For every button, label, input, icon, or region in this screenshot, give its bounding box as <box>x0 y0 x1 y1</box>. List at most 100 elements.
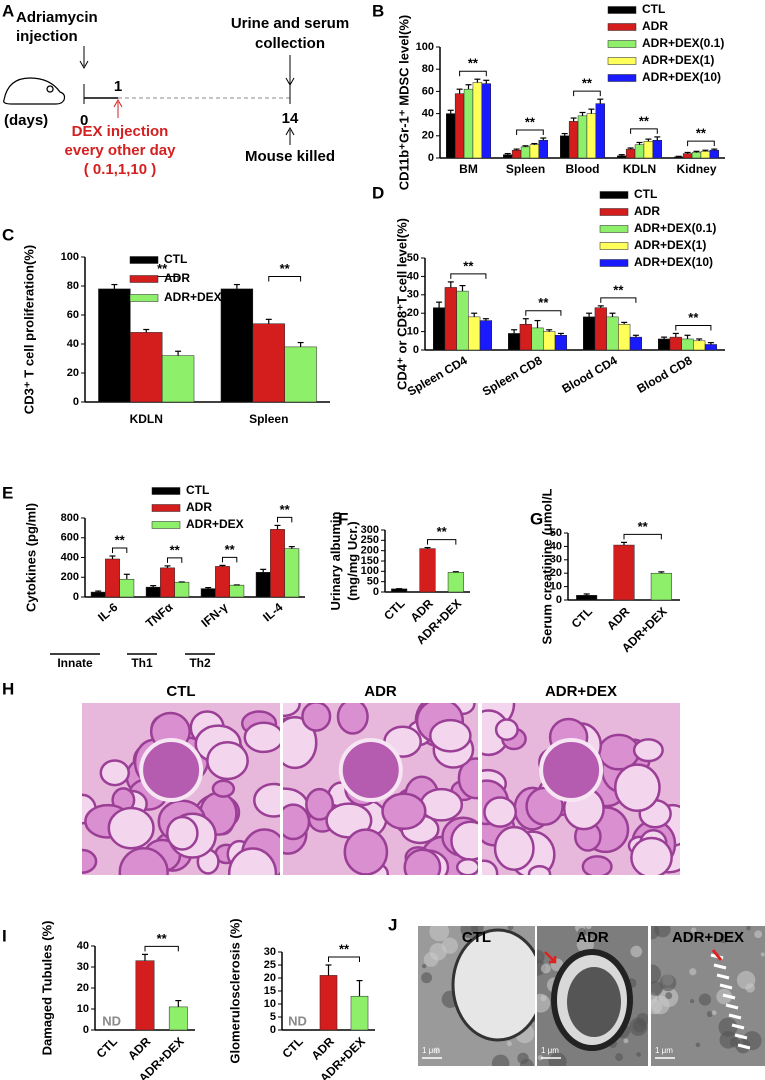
em-speckle <box>540 963 551 974</box>
y-tick-label: 40 <box>407 270 419 282</box>
significance-label: ** <box>170 542 181 557</box>
legend-swatch <box>607 57 637 65</box>
tubule <box>336 703 369 735</box>
x-tick-label: KDLN <box>623 162 656 176</box>
y-tick-label: 20 <box>422 130 434 142</box>
capillary <box>451 928 535 1042</box>
bar <box>652 139 662 159</box>
x-tick-label: IL-4 <box>260 600 286 625</box>
bar <box>681 338 694 351</box>
em-speckle <box>689 968 697 976</box>
significance-label: ** <box>638 519 649 534</box>
legend-swatch <box>599 208 629 216</box>
bar <box>444 287 457 351</box>
bar <box>503 154 513 159</box>
significance-label: ** <box>688 310 699 325</box>
bar <box>583 316 596 351</box>
x-tick-label: ADR <box>125 1034 154 1063</box>
y-tick-label: 250 <box>361 534 379 546</box>
tubule <box>283 803 311 841</box>
tubule <box>455 858 478 875</box>
tubule <box>381 792 427 831</box>
legend-swatch <box>151 521 181 529</box>
image-title: ADR <box>576 929 609 946</box>
glomerulus <box>539 738 604 802</box>
bar <box>350 995 369 1031</box>
y-tick-label: 200 <box>61 571 79 583</box>
x-tick-label: Spleen <box>249 412 288 426</box>
y-axis-label: CD11b⁺Gr-1⁺ MDSC level(%) <box>396 15 411 191</box>
bar <box>433 307 446 351</box>
x-tick-label: CTL <box>279 1034 305 1060</box>
em-speckle <box>519 1058 534 1066</box>
em-speckle <box>548 1052 567 1066</box>
y-tick-label: 20 <box>77 982 89 994</box>
y-tick-label: 20 <box>67 367 79 379</box>
bar <box>419 548 436 593</box>
y-tick-label: 800 <box>61 512 79 524</box>
tubule <box>632 738 664 763</box>
foot-process <box>737 1043 751 1050</box>
histology-image <box>283 703 478 875</box>
significance-label: ** <box>225 542 236 557</box>
legend-swatch <box>151 504 181 512</box>
panel-label: G <box>530 509 543 528</box>
legend-label: ADR <box>164 271 190 285</box>
y-tick-label: 0 <box>373 586 379 598</box>
bar <box>130 332 163 403</box>
significance-bracket <box>328 956 360 962</box>
em-image <box>418 926 535 1066</box>
image-title: ADR+DEX <box>672 929 744 946</box>
significance-bracket <box>167 557 183 563</box>
bar <box>284 346 317 403</box>
significance-label: ** <box>280 261 291 276</box>
bar <box>135 960 155 1031</box>
y-axis-label: Damaged Tubules (%) <box>39 921 54 1056</box>
legend-label: CTL <box>634 187 657 201</box>
y-tick-label: 20 <box>550 567 562 579</box>
bar <box>586 113 597 159</box>
bar <box>669 336 682 351</box>
panel-label: D <box>372 183 384 202</box>
y-tick-label: 50 <box>367 576 379 588</box>
bar <box>520 146 531 159</box>
tubule <box>99 759 130 787</box>
bar <box>613 544 635 601</box>
bar <box>270 529 285 598</box>
tubule <box>211 779 236 798</box>
significance-label: ** <box>157 931 168 946</box>
em-speckle <box>760 952 765 957</box>
tubule <box>483 796 518 828</box>
legend-swatch <box>607 74 637 82</box>
em-speckle <box>718 1017 738 1037</box>
x-tick-label: Spleen CD8 <box>480 353 545 399</box>
dex-label: every other day <box>65 142 177 159</box>
bar <box>693 340 706 351</box>
histology-image <box>482 703 680 875</box>
bar <box>255 572 271 598</box>
bar <box>595 103 605 159</box>
bar <box>479 320 492 351</box>
bar <box>643 141 654 159</box>
significance-bracket <box>675 324 712 331</box>
em-speckle <box>537 1054 544 1061</box>
legend-label: ADR+DEX(0.1) <box>642 36 724 50</box>
significance-bracket <box>268 276 302 282</box>
significance-label: ** <box>437 524 448 539</box>
em-speckle <box>615 1053 623 1062</box>
x-tick-label: IL-6 <box>95 600 121 625</box>
bar <box>650 572 672 601</box>
red-arrow-head <box>113 98 123 108</box>
tubule <box>301 703 332 732</box>
image-title: ADR+DEX <box>545 683 617 700</box>
panel-label: H <box>2 679 14 698</box>
tubule <box>457 757 478 800</box>
bar <box>700 151 711 159</box>
texture <box>82 703 280 875</box>
tubule <box>283 703 301 718</box>
bar <box>119 578 135 598</box>
bar <box>531 327 544 351</box>
bar <box>543 331 556 351</box>
significance-bracket <box>427 539 457 545</box>
